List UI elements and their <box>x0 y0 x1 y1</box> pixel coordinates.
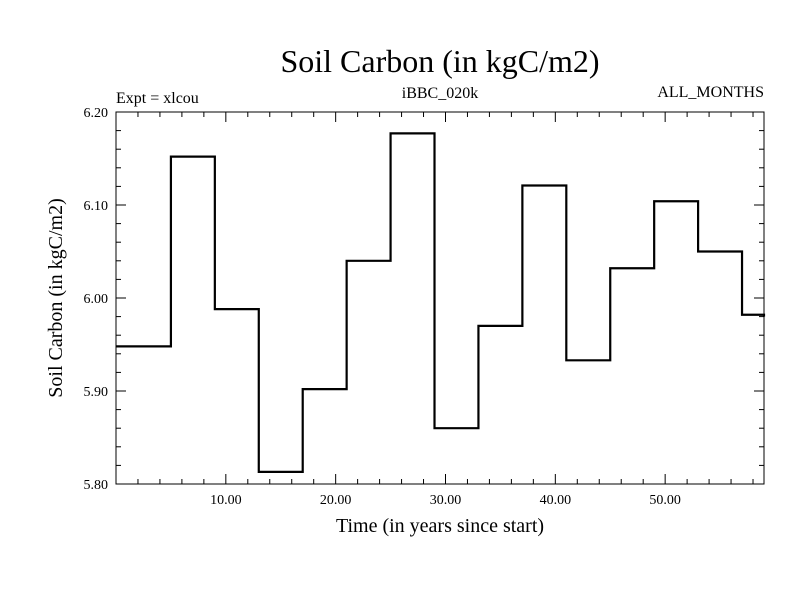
plot-frame <box>115 111 765 485</box>
y-tick-label: 6.00 <box>84 292 109 307</box>
x-tick-label: 30.00 <box>430 493 462 508</box>
experiment-label: Expt = xlcou <box>116 90 199 107</box>
y-axis-label: Soil Carbon (in kgC/m2) <box>45 198 67 397</box>
x-tick-label: 10.00 <box>210 493 242 508</box>
y-tick-label: 5.80 <box>84 478 109 493</box>
x-tick-label: 40.00 <box>540 493 572 508</box>
run-id-label: iBBC_020k <box>402 85 478 102</box>
axis-ticks <box>116 112 764 484</box>
x-tick-label: 20.00 <box>320 493 352 508</box>
months-label: ALL_MONTHS <box>657 84 764 101</box>
y-tick-label: 6.20 <box>84 106 109 121</box>
chart-title: Soil Carbon (in kgC/m2) <box>280 43 599 79</box>
x-tick-labels: 10.00 20.00 30.00 40.00 50.00 <box>210 493 681 508</box>
y-tick-labels: 5.80 5.90 6.00 6.10 6.20 <box>84 106 109 493</box>
y-tick-label: 6.10 <box>84 199 109 214</box>
x-axis-label: Time (in years since start) <box>336 515 544 537</box>
soil-carbon-series-line <box>116 132 766 474</box>
y-tick-label: 5.90 <box>84 385 109 400</box>
x-tick-label: 50.00 <box>649 493 681 508</box>
